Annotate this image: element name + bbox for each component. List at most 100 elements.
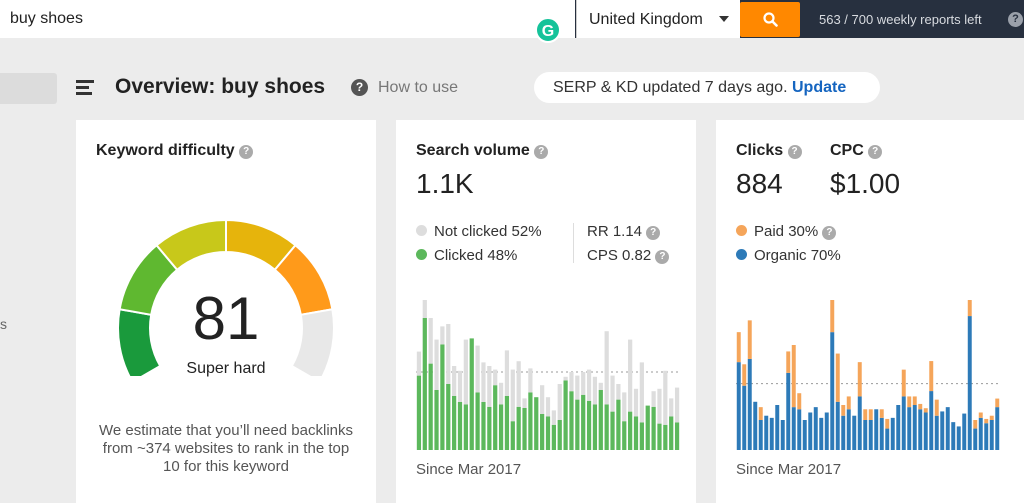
bar-clicked[interactable] (487, 406, 492, 450)
bar-organic[interactable] (736, 362, 741, 450)
bar-paid[interactable] (791, 345, 796, 408)
how-to-use-link[interactable]: How to use (378, 79, 459, 96)
bar-paid[interactable] (978, 412, 983, 418)
bar-clicked[interactable] (581, 394, 586, 450)
bar-clicked[interactable] (622, 421, 627, 450)
bar-organic[interactable] (824, 412, 829, 451)
bar-clicked[interactable] (481, 402, 486, 450)
bar-not-clicked[interactable] (498, 382, 504, 405)
bar-paid[interactable] (846, 396, 851, 410)
bar-clicked[interactable] (528, 392, 533, 450)
bar-paid[interactable] (929, 361, 934, 392)
bar-clicked[interactable] (428, 363, 433, 450)
bar-organic[interactable] (918, 409, 923, 450)
bar-not-clicked[interactable] (557, 384, 562, 420)
bar-clicked[interactable] (651, 406, 656, 450)
bar-paid[interactable] (841, 405, 846, 416)
bar-clicked[interactable] (645, 405, 650, 450)
bar-not-clicked[interactable] (610, 375, 615, 412)
bar-organic[interactable] (769, 417, 774, 450)
bar-not-clicked[interactable] (633, 388, 639, 417)
bar-clicked[interactable] (628, 411, 633, 450)
bar-paid[interactable] (934, 399, 939, 416)
bar-paid[interactable] (995, 398, 1000, 408)
bar-clicked[interactable] (551, 424, 556, 450)
bar-organic[interactable] (973, 428, 978, 450)
bar-paid[interactable] (973, 420, 978, 429)
search-box[interactable]: G (0, 0, 575, 43)
bar-organic[interactable] (841, 415, 846, 450)
bar-organic[interactable] (868, 420, 873, 450)
bar-clicked[interactable] (522, 408, 527, 450)
bar-organic[interactable] (901, 396, 906, 450)
bar-organic[interactable] (967, 316, 972, 450)
bar-paid[interactable] (989, 415, 994, 420)
bar-organic[interactable] (758, 420, 763, 450)
bar-not-clicked[interactable] (639, 362, 644, 423)
bar-clicked[interactable] (545, 416, 551, 450)
bar-not-clicked[interactable] (475, 345, 480, 393)
bar-paid[interactable] (758, 407, 763, 420)
bar-organic[interactable] (929, 391, 934, 450)
bar-clicked[interactable] (493, 385, 498, 450)
bar-clicked[interactable] (510, 421, 515, 450)
bar-paid[interactable] (742, 364, 747, 386)
bar-organic[interactable] (764, 415, 769, 450)
bar-not-clicked[interactable] (510, 369, 515, 422)
bar-not-clicked[interactable] (463, 339, 468, 405)
bar-paid[interactable] (868, 409, 873, 420)
bar-clicked[interactable] (452, 396, 457, 450)
bar-clicked[interactable] (669, 416, 674, 450)
bar-clicked[interactable] (674, 422, 680, 450)
bar-not-clicked[interactable] (493, 369, 498, 386)
bar-paid[interactable] (918, 403, 923, 410)
bar-clicked[interactable] (604, 404, 609, 450)
bar-clicked[interactable] (475, 392, 480, 450)
bar-clicked[interactable] (463, 404, 468, 450)
bar-organic[interactable] (808, 412, 813, 451)
bar-not-clicked[interactable] (540, 385, 545, 414)
bar-not-clicked[interactable] (545, 397, 551, 417)
bar-organic[interactable] (786, 372, 791, 450)
bar-clicked[interactable] (469, 338, 474, 450)
bar-clicked[interactable] (504, 396, 510, 450)
bar-not-clicked[interactable] (452, 366, 457, 396)
bar-not-clicked[interactable] (598, 382, 603, 390)
menu-icon[interactable] (76, 80, 94, 96)
bar-organic[interactable] (813, 407, 818, 450)
bar-organic[interactable] (835, 401, 840, 450)
bar-clicked[interactable] (557, 420, 562, 450)
bar-organic[interactable] (885, 428, 890, 450)
bar-not-clicked[interactable] (487, 366, 492, 407)
bar-not-clicked[interactable] (563, 376, 568, 381)
help-icon[interactable]: ? (822, 226, 837, 240)
bar-paid[interactable] (923, 408, 928, 413)
bar-organic[interactable] (896, 405, 901, 450)
bar-clicked[interactable] (610, 411, 615, 450)
bar-organic[interactable] (945, 407, 950, 450)
sidebar-item-active[interactable] (0, 73, 57, 104)
bar-not-clicked[interactable] (663, 370, 668, 425)
bar-clicked[interactable] (516, 406, 521, 450)
help-icon[interactable]: ? (655, 250, 670, 264)
bar-organic[interactable] (879, 417, 884, 450)
search-input[interactable] (10, 0, 510, 38)
bar-organic[interactable] (989, 420, 994, 450)
bar-not-clicked[interactable] (569, 372, 574, 392)
bar-not-clicked[interactable] (416, 351, 422, 376)
bar-paid[interactable] (786, 351, 791, 373)
bar-clicked[interactable] (534, 397, 539, 450)
bar-not-clicked[interactable] (516, 361, 521, 407)
bar-clicked[interactable] (446, 384, 451, 450)
bar-organic[interactable] (857, 396, 862, 450)
bar-not-clicked[interactable] (434, 339, 439, 390)
bar-not-clicked[interactable] (446, 324, 451, 384)
bar-clicked[interactable] (598, 390, 603, 450)
bar-organic[interactable] (923, 412, 928, 451)
bar-paid[interactable] (747, 320, 752, 359)
bar-clicked[interactable] (586, 400, 592, 450)
help-icon[interactable]: ? (534, 145, 549, 159)
bar-not-clicked[interactable] (622, 392, 627, 422)
bar-organic[interactable] (747, 358, 752, 450)
bar-not-clicked[interactable] (616, 384, 621, 400)
